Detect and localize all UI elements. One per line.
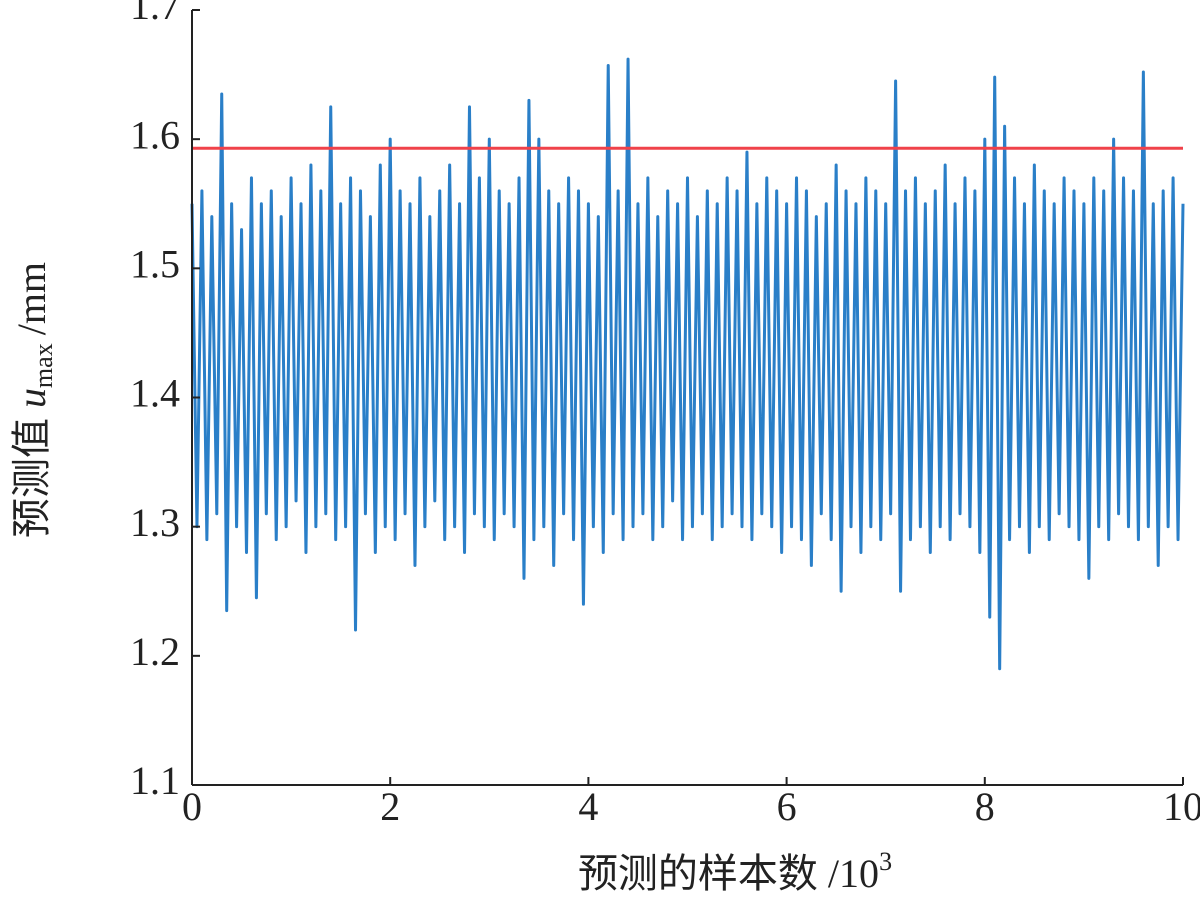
y-tick-label: 1.6 <box>130 112 180 157</box>
x-tick-label: 10 <box>1163 784 1200 829</box>
x-axis-label-sup: 3 <box>879 847 892 876</box>
y-tick-label: 1.2 <box>130 629 180 674</box>
y-axis-label-var: u <box>9 388 54 408</box>
x-tick-label: 6 <box>777 784 797 829</box>
y-tick-label: 1.3 <box>130 500 180 545</box>
x-axis-label-text: 预测的样本数 /10 <box>578 851 879 896</box>
y-axis-label: 预测值 umax/mm <box>9 262 58 538</box>
y-axis-label-unit: /mm <box>9 262 54 335</box>
x-tick-label: 4 <box>578 784 598 829</box>
x-tick-label: 2 <box>380 784 400 829</box>
y-axis-label-text: 预测值 <box>9 408 54 538</box>
x-axis-label: 预测的样本数 /103 <box>578 847 892 896</box>
x-tick-label: 0 <box>182 784 202 829</box>
y-tick-label: 1.4 <box>130 371 180 416</box>
x-tick-label: 8 <box>975 784 995 829</box>
y-axis-label-sub: max <box>29 343 58 388</box>
data-line <box>190 57 1185 671</box>
y-tick-label: 1.7 <box>130 0 180 28</box>
y-tick-label: 1.1 <box>130 758 180 803</box>
y-tick-label: 1.5 <box>130 242 180 287</box>
